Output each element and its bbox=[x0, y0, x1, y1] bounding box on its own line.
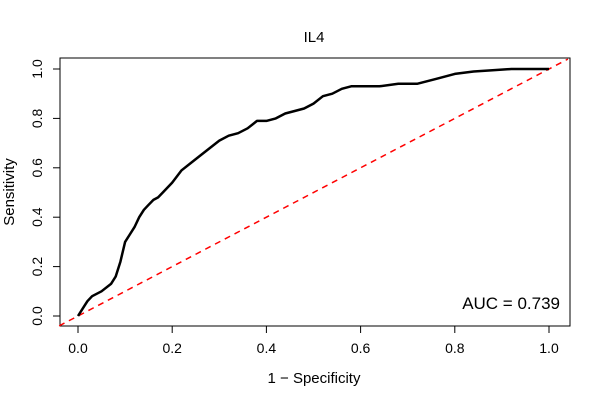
chance-line bbox=[58, 58, 569, 327]
y-tick-label: 0.8 bbox=[29, 108, 45, 128]
y-tick-label: 0.2 bbox=[29, 257, 45, 277]
x-axis-label: 1 − Specificity bbox=[268, 370, 361, 387]
x-tick-label: 0.2 bbox=[162, 340, 182, 356]
x-axis: 0.0 0.2 0.4 0.6 0.8 1.0 bbox=[68, 325, 559, 356]
x-tick-label: 0.4 bbox=[257, 340, 277, 356]
y-tick-label: 0.4 bbox=[29, 207, 45, 227]
y-axis: 0.0 0.2 0.4 0.6 0.8 1.0 bbox=[29, 59, 61, 326]
y-tick-label: 1.0 bbox=[29, 59, 45, 79]
auc-annotation: AUC = 0.739 bbox=[462, 294, 560, 313]
x-tick-label: 1.0 bbox=[539, 340, 559, 356]
y-tick-label: 0.6 bbox=[29, 158, 45, 178]
x-tick-label: 0.8 bbox=[445, 340, 465, 356]
chart-title: IL4 bbox=[304, 29, 325, 46]
y-tick-label: 0.0 bbox=[29, 306, 45, 326]
y-axis-label: Sensitivity bbox=[1, 158, 18, 226]
x-tick-label: 0.6 bbox=[351, 340, 371, 356]
x-tick-label: 0.0 bbox=[68, 340, 88, 356]
roc-curve bbox=[76, 67, 549, 317]
